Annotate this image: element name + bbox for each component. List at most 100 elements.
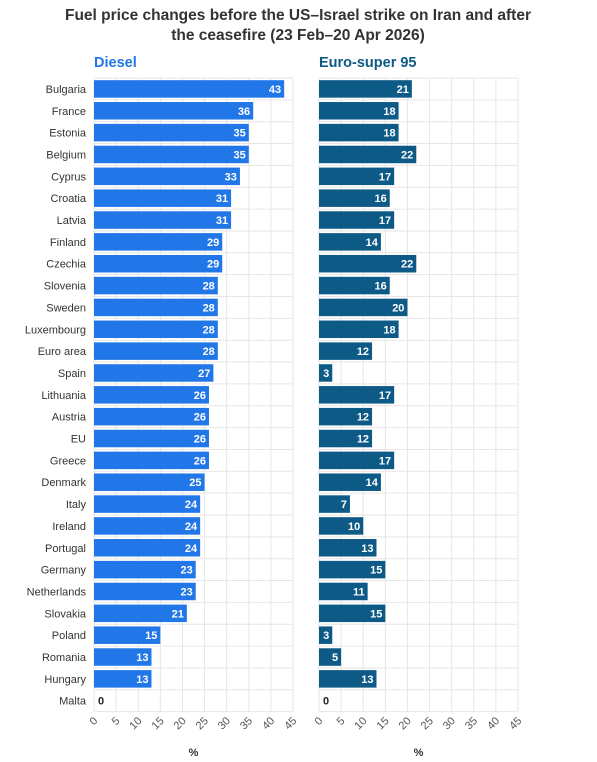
data-label: 13 <box>361 543 373 555</box>
category-label: Czechia <box>46 259 87 271</box>
bar <box>319 342 373 360</box>
bar <box>319 364 333 382</box>
bar <box>319 407 373 426</box>
data-label: 3 <box>323 368 329 380</box>
chart-title-line-2: the ceasefire (23 Feb–20 Apr 2026) <box>171 27 425 44</box>
data-label: 7 <box>341 499 347 511</box>
panel-title: Diesel <box>94 55 137 71</box>
data-label: 33 <box>225 171 237 183</box>
bar <box>94 539 201 557</box>
bar <box>319 560 386 579</box>
bar <box>94 604 187 623</box>
category-label: Hungary <box>44 674 86 686</box>
data-label: 16 <box>375 281 387 293</box>
bar <box>94 102 254 120</box>
category-label: Austria <box>52 412 87 424</box>
x-tick-label: 20 <box>172 715 189 732</box>
data-label: 17 <box>379 455 391 467</box>
bar <box>94 189 232 207</box>
bar <box>319 211 395 229</box>
panel-euro-super-95: Euro-super 95211818221716171422162018123… <box>313 55 525 759</box>
bar <box>94 560 196 579</box>
bar <box>319 80 412 98</box>
bar <box>94 123 249 142</box>
x-tick-label: 10 <box>127 715 144 732</box>
category-label: Italy <box>66 499 87 511</box>
bar <box>94 254 223 273</box>
data-label: 21 <box>397 84 409 96</box>
data-label: 13 <box>361 674 373 686</box>
data-label: 5 <box>332 652 338 664</box>
panel-diesel: Diesel 43 36 35 35 33 31 31 29 29 28 28 28 28 27 26 26 26… <box>88 55 300 759</box>
data-label: 29 <box>207 259 219 271</box>
bar <box>94 582 196 601</box>
data-label: 22 <box>401 259 413 271</box>
bar <box>94 342 218 360</box>
category-label: Spain <box>58 368 86 380</box>
data-label: 12 <box>357 412 369 424</box>
data-label: 23 <box>180 586 192 598</box>
data-label: 26 <box>194 390 206 402</box>
bar <box>319 670 377 688</box>
data-label: 18 <box>383 324 395 336</box>
category-label: Netherlands <box>27 586 87 598</box>
data-label: 22 <box>401 149 413 161</box>
category-label: Cyprus <box>51 171 86 183</box>
data-label: 18 <box>383 128 395 140</box>
data-label: 26 <box>194 434 206 446</box>
bar <box>94 364 214 382</box>
category-label: Greece <box>50 455 86 467</box>
data-label: 18 <box>383 106 395 118</box>
data-label: 17 <box>379 171 391 183</box>
bar <box>319 473 381 491</box>
data-label: 28 <box>203 346 215 358</box>
data-label: 11 <box>353 586 365 598</box>
bar <box>94 211 232 229</box>
bar <box>94 670 152 688</box>
bar <box>319 254 417 273</box>
bar <box>94 167 240 186</box>
data-label: 31 <box>216 193 228 205</box>
category-label: Slovakia <box>44 608 86 620</box>
category-label: Luxembourg <box>25 324 86 336</box>
x-tick-label: 10 <box>352 715 369 732</box>
bar <box>319 539 377 557</box>
bar <box>319 626 333 644</box>
data-label: 10 <box>348 521 360 533</box>
category-label: Sweden <box>46 302 86 314</box>
data-label: 16 <box>375 193 387 205</box>
category-label: Estonia <box>49 128 87 140</box>
bar <box>94 386 209 404</box>
bar <box>319 167 395 186</box>
category-label: Bulgaria <box>46 84 87 96</box>
category-label: EU <box>71 434 86 446</box>
data-label: 13 <box>136 674 148 686</box>
data-label: 24 <box>185 499 198 511</box>
x-tick-label: 25 <box>419 715 436 732</box>
data-label: 15 <box>145 630 157 642</box>
data-label: 28 <box>203 281 215 293</box>
bar <box>94 648 152 666</box>
bar <box>319 298 408 317</box>
data-label: 35 <box>234 149 246 161</box>
x-tick-label: 35 <box>463 715 480 732</box>
data-label: 35 <box>234 128 246 140</box>
x-axis-label: % <box>189 747 199 759</box>
data-label: 43 <box>269 84 281 96</box>
data-label: 26 <box>194 455 206 467</box>
category-label: Euro area <box>38 346 87 358</box>
bar <box>319 429 373 448</box>
bar <box>319 517 364 535</box>
bar <box>94 320 218 339</box>
bar <box>319 495 350 513</box>
category-label: Germany <box>41 565 87 577</box>
data-label: 28 <box>203 302 215 314</box>
x-tick-label: 0 <box>88 715 101 728</box>
bar <box>319 145 417 164</box>
data-label: 24 <box>185 543 198 555</box>
data-label: 13 <box>136 652 148 664</box>
bar <box>94 517 201 535</box>
bar <box>94 80 285 98</box>
data-label: 15 <box>370 565 382 577</box>
